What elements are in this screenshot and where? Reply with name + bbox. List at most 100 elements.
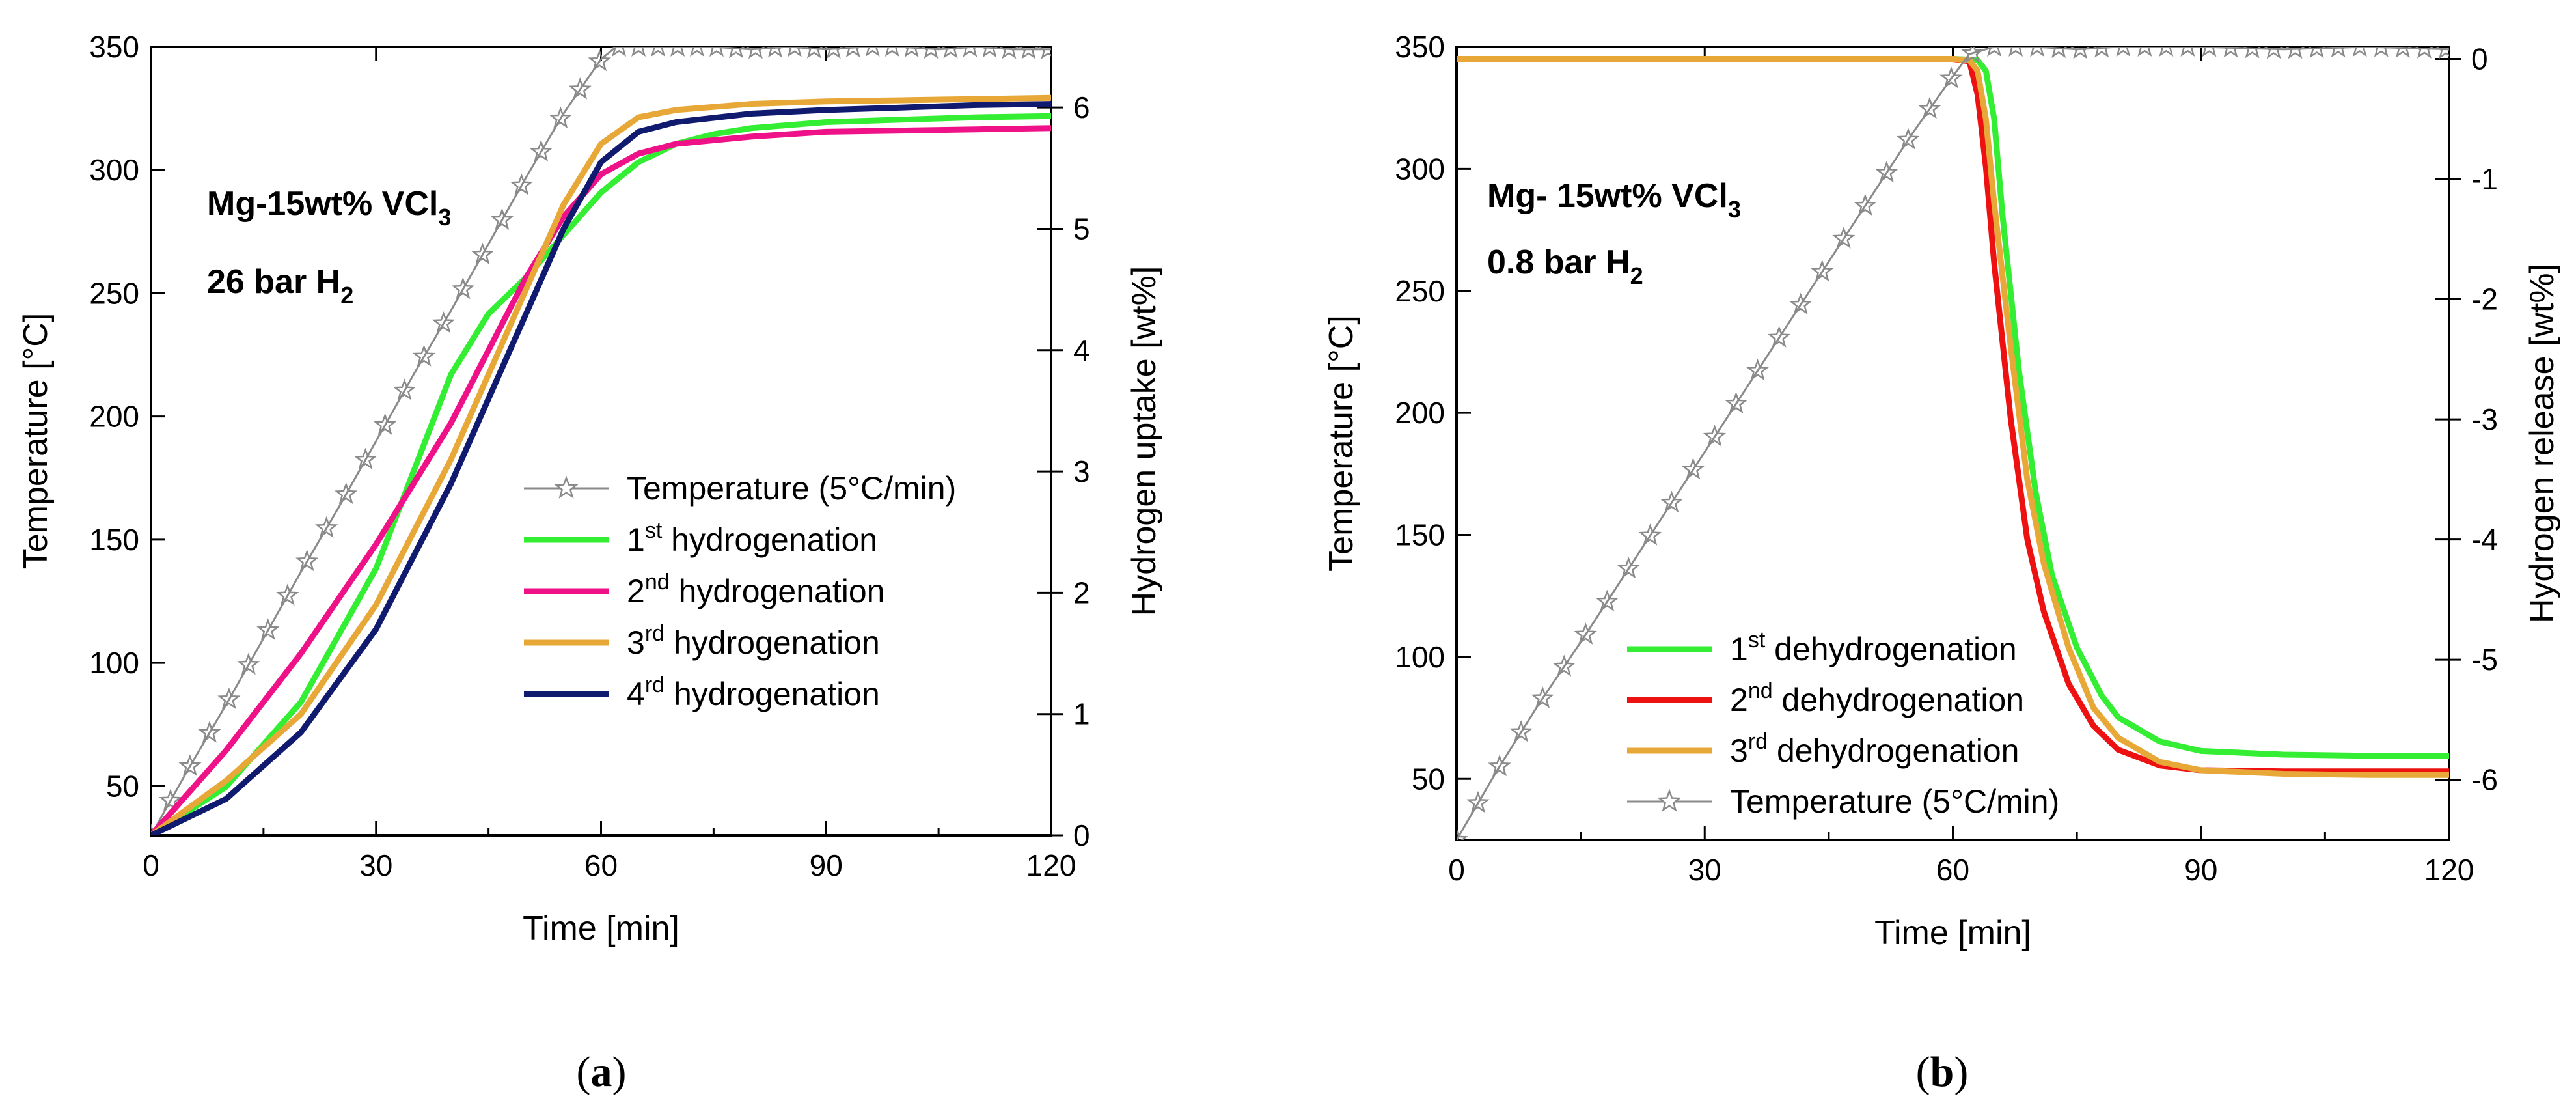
series-marker-star: [568, 77, 592, 100]
legend-label-5: 4rd hydrogenation: [627, 673, 880, 712]
series-marker-star: [2180, 47, 2195, 57]
series-marker-star: [2435, 47, 2449, 59]
y2-axis-title: Hydrogen uptake [wt%]: [1125, 266, 1163, 617]
series-marker-star: [549, 106, 572, 129]
legend: Temperature (5°C/min) 1st hydrogenation 2n…: [524, 470, 956, 712]
x-tick-label: 120: [2424, 853, 2474, 887]
y-tick-label: 50: [1412, 762, 1445, 796]
series-marker-star: [2030, 47, 2044, 57]
series-marker-star: [314, 516, 338, 538]
series-marker-star: [1987, 47, 2002, 57]
plot-area: [1457, 47, 2449, 840]
y2-tick-label: -6: [2471, 763, 2498, 797]
series-marker-star: [1509, 720, 1533, 742]
series-marker-star: [1488, 754, 1511, 777]
x-tick-label: 30: [1688, 853, 1721, 887]
y-tick-label: 250: [89, 276, 139, 310]
y-tick-label: 100: [89, 646, 139, 680]
series-marker-star: [767, 47, 783, 58]
series-marker-star: [412, 344, 436, 367]
series-marker-star: [295, 549, 319, 572]
series-marker-star: [529, 139, 553, 162]
series-marker-star: [1038, 47, 1051, 59]
series-marker-star: [1832, 227, 1856, 249]
series-marker-star: [787, 47, 802, 57]
series-marker-star: [2243, 47, 2261, 59]
series-marker-star: [709, 47, 724, 57]
x-tick-label: 90: [810, 848, 843, 882]
series-marker-star: [1574, 622, 1597, 645]
series-marker-star: [1638, 523, 1662, 546]
series-line-4: [1457, 47, 2449, 840]
series-marker-star: [1961, 47, 1984, 63]
y2-tick-label: 3: [1073, 454, 1090, 488]
series-marker-star: [373, 413, 397, 435]
series-marker-star: [1788, 292, 1813, 315]
x-tick-label: 60: [1936, 853, 1969, 887]
series-marker-star: [1918, 96, 1941, 119]
series-marker-star: [727, 47, 745, 59]
series-marker-star: [746, 47, 765, 59]
series-marker-star: [631, 47, 646, 57]
series-line-3: [151, 125, 1051, 835]
legend-label-4: 3rd hydrogenation: [627, 621, 880, 661]
series-marker-star: [865, 47, 880, 57]
series-marker-star: [963, 47, 978, 57]
series-marker-star: [884, 47, 899, 57]
legend-label-3: 2nd hydrogenation: [627, 570, 884, 609]
series-marker-star: [1939, 66, 1963, 89]
y2-tick-label: 2: [1073, 576, 1090, 609]
y2-tick-label: -3: [2471, 402, 2498, 436]
series-marker-star: [612, 47, 627, 57]
y-tick-label: 350: [89, 30, 139, 64]
legend-label-2: 1st hydrogenation: [627, 518, 877, 558]
series-marker-star: [2264, 47, 2284, 59]
y2-tick-label: 5: [1073, 212, 1090, 245]
x-tick-label: 60: [584, 848, 618, 882]
series-marker-star: [981, 47, 998, 58]
series-marker-star: [1681, 457, 1705, 480]
series-marker-star: [2070, 47, 2090, 59]
y-tick-label: 100: [1395, 640, 1445, 674]
series-marker-star: [1660, 490, 1684, 513]
series-marker-star: [941, 47, 960, 59]
legend-label-4: Temperature (5°C/min): [1730, 783, 2059, 820]
series-marker-star: [903, 47, 920, 58]
series-marker-star: [2137, 47, 2152, 57]
series-marker-star: [256, 618, 280, 640]
legend: 1st dehydrogenation 2nd dehydrogenation 3r…: [1627, 628, 2059, 820]
y-tick-label: 150: [1395, 518, 1445, 552]
series-line-1: [1457, 56, 2449, 759]
series-marker-star: [276, 583, 299, 606]
series-marker-star: [2223, 47, 2239, 58]
series-line-2: [151, 113, 1051, 835]
x-tick-label: 90: [2184, 853, 2217, 887]
y-axis-title: Temperature [°C]: [17, 313, 55, 570]
series-marker-star: [178, 754, 202, 776]
chart-panel-b: 0 30 60 90 120 50 100 150 200 250 300 350 0 -1 -2 -3 -4 -…: [1322, 30, 2561, 952]
legend-label-3: 3rd dehydrogenation: [1730, 729, 2019, 769]
series-marker-star: [1724, 391, 1748, 414]
y-tick-label: 150: [89, 523, 139, 557]
series-marker-star: [198, 721, 221, 743]
series-marker-star: [2415, 47, 2433, 59]
series-marker-star: [2352, 47, 2367, 57]
y2-tick-label: 1: [1073, 697, 1090, 731]
series-marker-star: [999, 47, 1019, 59]
series-marker-star: [2308, 47, 2325, 59]
series-marker-star: [1617, 556, 1640, 579]
series-marker-star: [1531, 686, 1554, 708]
legend-label-1: 1st dehydrogenation: [1730, 628, 2017, 667]
series-marker-star: [690, 47, 704, 57]
series-marker-star: [1703, 425, 1727, 447]
legend-label-1: Temperature (5°C/min): [627, 470, 956, 507]
chart-panel-a: 0 30 60 90 120 50 100 150 200 250 300 350 0 1 2 3 4 5 6 Tim…: [17, 30, 1163, 947]
y2-tick-label: 0: [1073, 818, 1090, 852]
series-marker-star: [651, 47, 665, 57]
series-marker-star: [1466, 790, 1490, 813]
y2-tick-label: -5: [2471, 643, 2498, 677]
x-axis-title: Time [min]: [1874, 914, 2031, 952]
y2-tick-label: 6: [1073, 91, 1090, 124]
series-marker-star: [824, 47, 843, 59]
